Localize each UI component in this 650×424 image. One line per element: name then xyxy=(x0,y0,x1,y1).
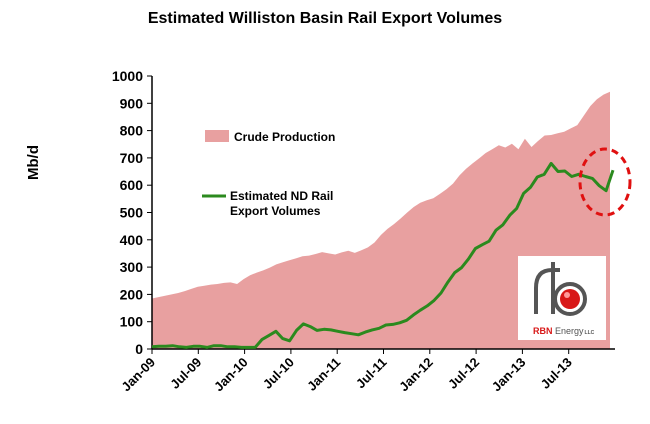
y-tick-label: 600 xyxy=(120,177,144,193)
x-tick-label: Jul-11 xyxy=(353,355,390,392)
y-tick-label: 800 xyxy=(120,123,144,139)
y-tick-label: 900 xyxy=(120,95,144,111)
x-tick-label: Jan-11 xyxy=(304,355,343,394)
logo-dot-highlight xyxy=(564,292,570,298)
rail-export-line xyxy=(151,161,615,349)
logo-red-dot xyxy=(560,289,580,309)
chart-title: Estimated Williston Basin Rail Export Vo… xyxy=(147,10,503,27)
legend-label-rail: Estimated ND Rail Export Volumes xyxy=(230,189,333,218)
logo-text: RBN EnergyLLC xyxy=(533,326,595,336)
y-axis-label: Mb/d xyxy=(25,145,42,180)
area-layer xyxy=(152,91,610,350)
y-tick-label: 0 xyxy=(135,341,143,357)
y-tick-label: 500 xyxy=(120,205,144,221)
x-tick-label: Jan-13 xyxy=(489,355,529,395)
legend-label-crude: Crude Production xyxy=(234,130,335,144)
legend: Crude Production Estimated ND Rail Export … xyxy=(202,130,335,218)
crude-production-area xyxy=(152,91,610,350)
y-tick-label: 400 xyxy=(120,232,144,248)
y-tick-label: 100 xyxy=(120,314,144,330)
highlight-circle xyxy=(578,147,632,217)
y-tick-label: 300 xyxy=(120,259,144,275)
y-tick-label: 700 xyxy=(120,150,144,166)
y-tick-label: 200 xyxy=(120,286,144,302)
x-tick-label: Jan-09 xyxy=(118,355,158,395)
x-tick-label: Jul-12 xyxy=(445,355,482,392)
x-tick-label: Jan-10 xyxy=(211,355,251,395)
annotation-layer xyxy=(578,147,632,217)
x-tick-label: Jul-09 xyxy=(167,355,204,392)
y-tick-label: 1000 xyxy=(112,68,143,84)
logo-b-bowl xyxy=(553,282,587,316)
legend-swatch-crude xyxy=(205,130,229,142)
x-tick-label: Jul-13 xyxy=(538,355,575,392)
x-tick-label: Jul-10 xyxy=(260,355,297,392)
rbn-logo: RBN EnergyLLC xyxy=(518,256,606,340)
x-tick-label: Jan-12 xyxy=(396,355,436,395)
line-layer xyxy=(151,161,615,349)
